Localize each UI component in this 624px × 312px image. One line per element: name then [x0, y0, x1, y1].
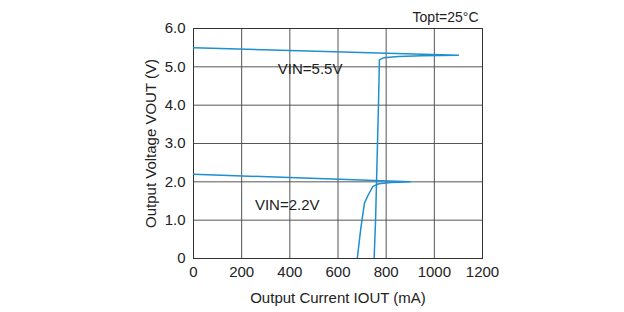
svg-text:1.0: 1.0: [165, 211, 186, 228]
svg-text:1000: 1000: [418, 263, 451, 280]
svg-text:Topt=25°C: Topt=25°C: [413, 9, 479, 25]
svg-text:800: 800: [374, 263, 399, 280]
svg-text:5.0: 5.0: [165, 58, 186, 75]
svg-text:400: 400: [277, 263, 302, 280]
svg-text:200: 200: [229, 263, 254, 280]
svg-text:6.0: 6.0: [165, 19, 186, 36]
svg-text:600: 600: [325, 263, 350, 280]
svg-text:4.0: 4.0: [165, 96, 186, 113]
svg-text:Output Voltage VOUT (V): Output Voltage VOUT (V): [142, 59, 159, 228]
svg-text:3.0: 3.0: [165, 134, 186, 151]
svg-text:1200: 1200: [466, 263, 499, 280]
svg-text:VIN=2.2V: VIN=2.2V: [255, 196, 320, 213]
svg-text:VIN=5.5V: VIN=5.5V: [278, 60, 343, 77]
svg-text:0: 0: [177, 249, 185, 266]
svg-text:Output Current IOUT (mA): Output Current IOUT (mA): [250, 289, 426, 306]
svg-text:0: 0: [189, 263, 197, 280]
svg-text:2.0: 2.0: [165, 173, 186, 190]
